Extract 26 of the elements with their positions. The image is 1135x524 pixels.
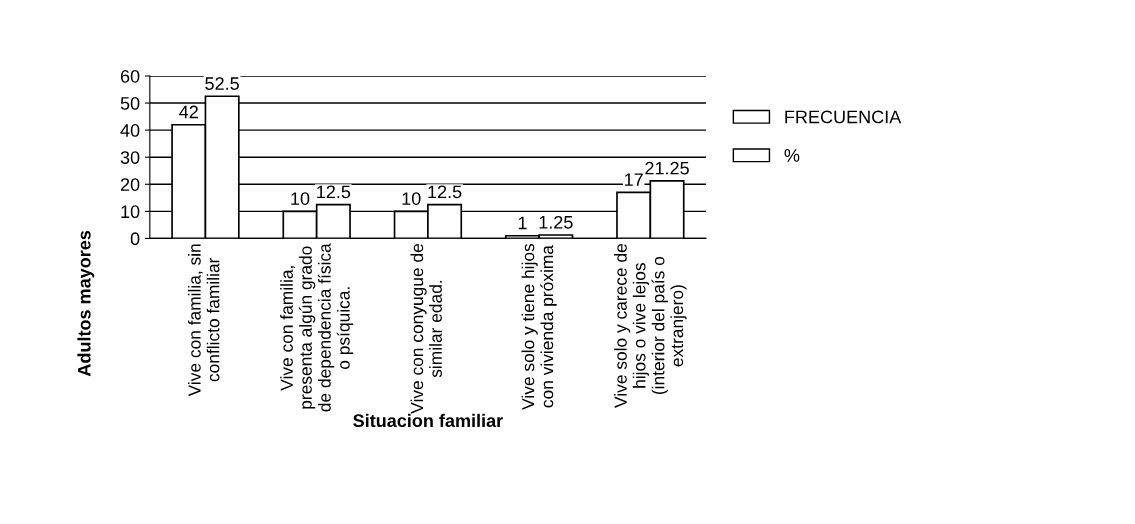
data-label: 10: [402, 192, 421, 205]
data-label: 1.25: [539, 215, 573, 229]
y-tick-label: 30: [120, 151, 140, 164]
x-tick-label: Vive solo y tiene hijos con vivienda próxima: [521, 243, 557, 410]
x-axis-title: Situacion familiar: [353, 413, 503, 428]
y-tick-label: 0: [130, 232, 140, 246]
y-tick-label: 40: [120, 124, 140, 137]
y-tick-label: 10: [121, 205, 140, 219]
x-tick-label: Vive con conyugue de similar edad.: [410, 244, 442, 414]
legend-label: %: [784, 149, 800, 162]
data-label: 21.25: [645, 161, 689, 175]
data-label: 12.5: [317, 185, 351, 199]
x-tick-label: Vive con familia, presenta algún grado de dependencia física o psíquica.: [280, 243, 354, 412]
x-tick-label: Vive con familia, sin conflicto familiar: [187, 244, 220, 397]
legend-label: FRECUENCIA: [785, 110, 902, 124]
data-label: 10: [291, 192, 310, 205]
x-tick-label: Vive solo y carece de hijos o vive lejos (interior del país o extranjero): [614, 244, 687, 408]
y-tick-label: 20: [120, 178, 140, 191]
data-label: 17: [625, 173, 643, 186]
data-label: 12.5: [428, 185, 462, 199]
data-label: 52.5: [205, 77, 239, 90]
y-tick-label: 50: [120, 96, 140, 110]
data-label: 1: [518, 216, 527, 230]
data-label: 42: [179, 105, 198, 119]
y-tick-label: 60: [120, 69, 140, 83]
y-axis-title: Adultos mayores: [77, 230, 95, 377]
